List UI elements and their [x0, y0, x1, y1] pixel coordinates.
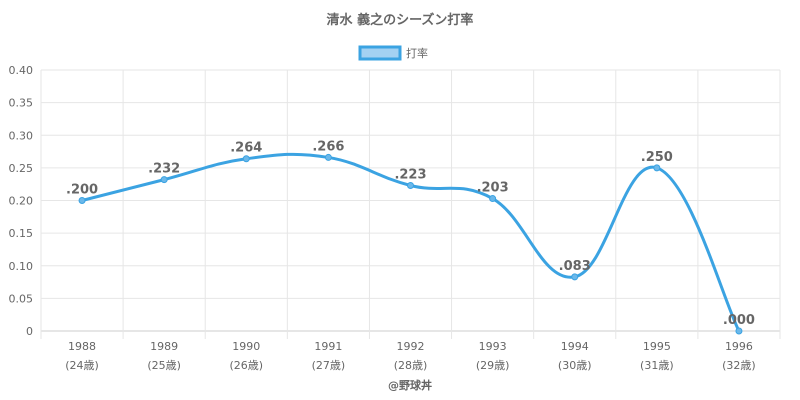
y-tick-label: 0: [26, 325, 33, 338]
y-tick-label: 0.10: [9, 260, 34, 273]
data-point[interactable]: [571, 273, 579, 281]
x-tick-age-label: (25歳): [147, 359, 181, 372]
legend-label: 打率: [406, 46, 428, 60]
data-point[interactable]: [324, 153, 332, 161]
x-tick-label: 1995: [643, 340, 671, 353]
data-point[interactable]: [407, 181, 414, 189]
data-label: .200: [66, 183, 98, 198]
data-label: .250: [641, 150, 673, 165]
x-tick-age-label: (30歳): [558, 359, 592, 372]
x-tick-age-label: (29歳): [476, 359, 510, 372]
x-tick-label: 1991: [314, 340, 342, 353]
legend-swatch: [358, 45, 402, 61]
data-point[interactable]: [160, 176, 168, 184]
data-label: .223: [394, 167, 426, 182]
y-axis-ticks: 0 0.05 0.10 0.15 0.20 0.25 0.30 0.35 0.40: [9, 64, 34, 338]
x-tick-label: 1988: [68, 340, 96, 353]
x-tick-label: 1992: [397, 340, 425, 353]
y-tick-label: 0.25: [9, 162, 34, 175]
x-tick-age-label: (26歳): [229, 359, 263, 372]
data-point[interactable]: [735, 327, 743, 335]
x-tick-age-label: (32歳): [722, 359, 756, 372]
credit-text: @野球丼: [388, 378, 432, 392]
x-tick-age-label: (24歳): [65, 359, 99, 372]
data-point[interactable]: [242, 155, 250, 163]
data-label: .266: [312, 139, 344, 154]
y-tick-label: 0.15: [9, 227, 34, 240]
data-points: [78, 153, 743, 335]
chart-title: 清水 義之のシーズン打率: [327, 12, 474, 28]
x-tick-age-label: (31歳): [640, 359, 674, 372]
grid: [40, 69, 781, 339]
y-tick-label: 0.05: [9, 292, 34, 305]
x-tick-label: 1993: [479, 340, 507, 353]
data-label: .203: [477, 181, 509, 196]
y-tick-label: 0.20: [9, 195, 34, 208]
data-point[interactable]: [489, 195, 497, 203]
y-tick-label: 0.35: [9, 97, 34, 110]
data-label: .000: [723, 313, 755, 328]
x-axis-ticks: 1988 (24歳) 1989 (25歳) 1990 (26歳) 1991 (27歳) 1992…: [65, 340, 755, 372]
data-point[interactable]: [78, 197, 86, 204]
x-tick-label: 1990: [232, 340, 260, 353]
x-tick-age-label: (28歳): [394, 359, 428, 372]
x-tick-label: 1994: [561, 340, 589, 353]
data-point[interactable]: [653, 164, 661, 172]
y-tick-label: 0.30: [9, 129, 34, 142]
data-label: .264: [230, 141, 262, 156]
data-label: .083: [559, 259, 591, 274]
data-label: .232: [148, 162, 180, 177]
data-labels: .200 .232 .264 .266 .223 .203 .083 .250 .000: [66, 139, 755, 328]
x-tick-label: 1996: [725, 340, 753, 353]
x-tick-label: 1989: [150, 340, 178, 353]
y-tick-label: 0.40: [9, 64, 34, 77]
series-line: [81, 152, 741, 332]
legend[interactable]: 打率: [358, 45, 428, 61]
x-tick-age-label: (27歳): [312, 359, 346, 372]
